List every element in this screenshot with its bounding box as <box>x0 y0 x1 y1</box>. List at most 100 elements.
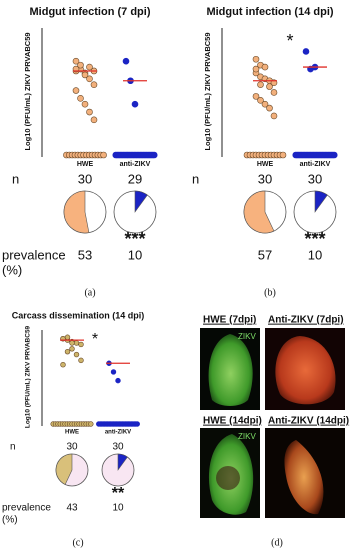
data-point <box>266 104 273 112</box>
significance: *** <box>304 229 325 249</box>
data-point <box>81 71 89 79</box>
chart-title: Carcass dissemination (14 dpi) <box>12 310 145 320</box>
data-point <box>252 93 260 100</box>
data-point <box>81 100 89 108</box>
image-label: HWE (7dpi) <box>203 315 256 326</box>
data-point <box>86 63 93 71</box>
x-tick-label: HWE <box>257 161 274 168</box>
data-point <box>90 116 98 124</box>
panel-label: (b) <box>264 287 276 298</box>
data-point <box>64 348 71 355</box>
image-label: HWE (14dpi) <box>203 416 262 427</box>
data-point <box>270 89 278 96</box>
data-point <box>257 96 264 104</box>
stain-label: ZIKV <box>238 432 256 441</box>
pie-slice <box>55 453 73 485</box>
chart-title: Midgut infection (7 dpi) <box>30 6 151 18</box>
prevalence-value: 43 <box>66 503 78 514</box>
data-point <box>302 48 310 55</box>
pie-slice <box>134 190 148 213</box>
stain-label: ZIKV <box>238 332 256 341</box>
data-point <box>270 112 278 120</box>
prevalence-value: 10 <box>112 503 124 514</box>
midgut <box>284 440 324 515</box>
panel-label: (a) <box>84 287 95 298</box>
n-value: 30 <box>258 171 272 186</box>
x-tick-label: anti-ZIKV <box>120 161 151 168</box>
data-point <box>115 377 121 384</box>
pie-slice <box>243 190 275 234</box>
prevalence-value: 53 <box>78 247 92 262</box>
y-axis-label: Log10 (PFU/mL) ZIKV PRVABC59 <box>203 32 212 150</box>
prevalence-value: 10 <box>308 247 322 262</box>
data-point <box>134 421 140 427</box>
data-point <box>64 334 71 340</box>
y-axis-label: Log10 (PFU/mL) ZIKV PRVABC59 <box>25 325 32 428</box>
data-point <box>90 81 98 88</box>
image-panel: HWE (7dpi) Anti-ZIKV (7dpi) HWE (14dpi) … <box>200 315 349 548</box>
prevalence-value: 10 <box>128 247 142 262</box>
data-point <box>69 340 75 346</box>
prevalence-unit: (%) <box>2 262 22 277</box>
data-point <box>78 357 84 364</box>
x-tick-label: HWE <box>65 430 79 436</box>
midgut-blot <box>216 466 240 490</box>
x-tick-label: anti-ZIKV <box>105 430 131 436</box>
data-point <box>150 151 158 159</box>
y-axis-label: Log10 (PFU/mL) ZIKV PRVABC59 <box>23 32 32 150</box>
image-label: Anti-ZIKV (14dpi) <box>268 416 349 427</box>
n-value: 29 <box>128 171 142 186</box>
chart-title: Midgut infection (14 dpi) <box>206 6 333 18</box>
midgut <box>275 336 336 405</box>
data-point <box>77 95 84 102</box>
data-point <box>261 63 269 71</box>
data-point <box>88 421 94 427</box>
n-label: n <box>192 171 199 186</box>
x-tick-label: HWE <box>77 161 94 168</box>
x-tick-label: anti-ZIKV <box>300 161 331 168</box>
significance: ** <box>112 485 125 502</box>
pie-slice <box>63 190 90 234</box>
prevalence-label: prevalence <box>2 503 51 514</box>
data-point <box>60 362 66 368</box>
data-point <box>72 87 80 94</box>
midgut <box>208 334 253 406</box>
data-point <box>110 369 117 375</box>
prevalence-label: prevalence <box>2 247 66 262</box>
data-point <box>131 100 139 108</box>
data-point <box>266 83 273 90</box>
data-point <box>86 108 93 116</box>
data-point <box>86 75 93 83</box>
data-point <box>257 81 264 88</box>
pie-slice <box>117 453 128 471</box>
n-value: 30 <box>308 171 322 186</box>
n-value: 30 <box>112 442 124 453</box>
pie-slice <box>314 190 328 213</box>
significance: * <box>92 331 98 348</box>
n-value: 30 <box>78 171 92 186</box>
data-point <box>252 65 260 73</box>
prevalence-unit: (%) <box>2 515 18 526</box>
significance: * <box>286 31 293 51</box>
data-point <box>78 341 84 348</box>
panel-label: (d) <box>271 537 283 548</box>
image-label: Anti-ZIKV (7dpi) <box>268 315 344 326</box>
data-point <box>77 61 84 69</box>
data-point <box>122 57 130 65</box>
significance: *** <box>124 229 145 249</box>
data-point <box>72 57 80 65</box>
n-label: n <box>10 442 16 453</box>
data-point <box>279 151 287 159</box>
data-point <box>261 100 269 108</box>
data-point <box>330 151 338 159</box>
data-point <box>73 340 80 346</box>
n-label: n <box>12 171 19 186</box>
data-point <box>73 351 80 358</box>
data-point <box>100 151 107 159</box>
panel-label: (c) <box>72 537 83 548</box>
data-point <box>252 55 260 63</box>
prevalence-value: 57 <box>258 247 272 262</box>
data-point <box>69 346 75 352</box>
n-value: 30 <box>66 442 78 453</box>
